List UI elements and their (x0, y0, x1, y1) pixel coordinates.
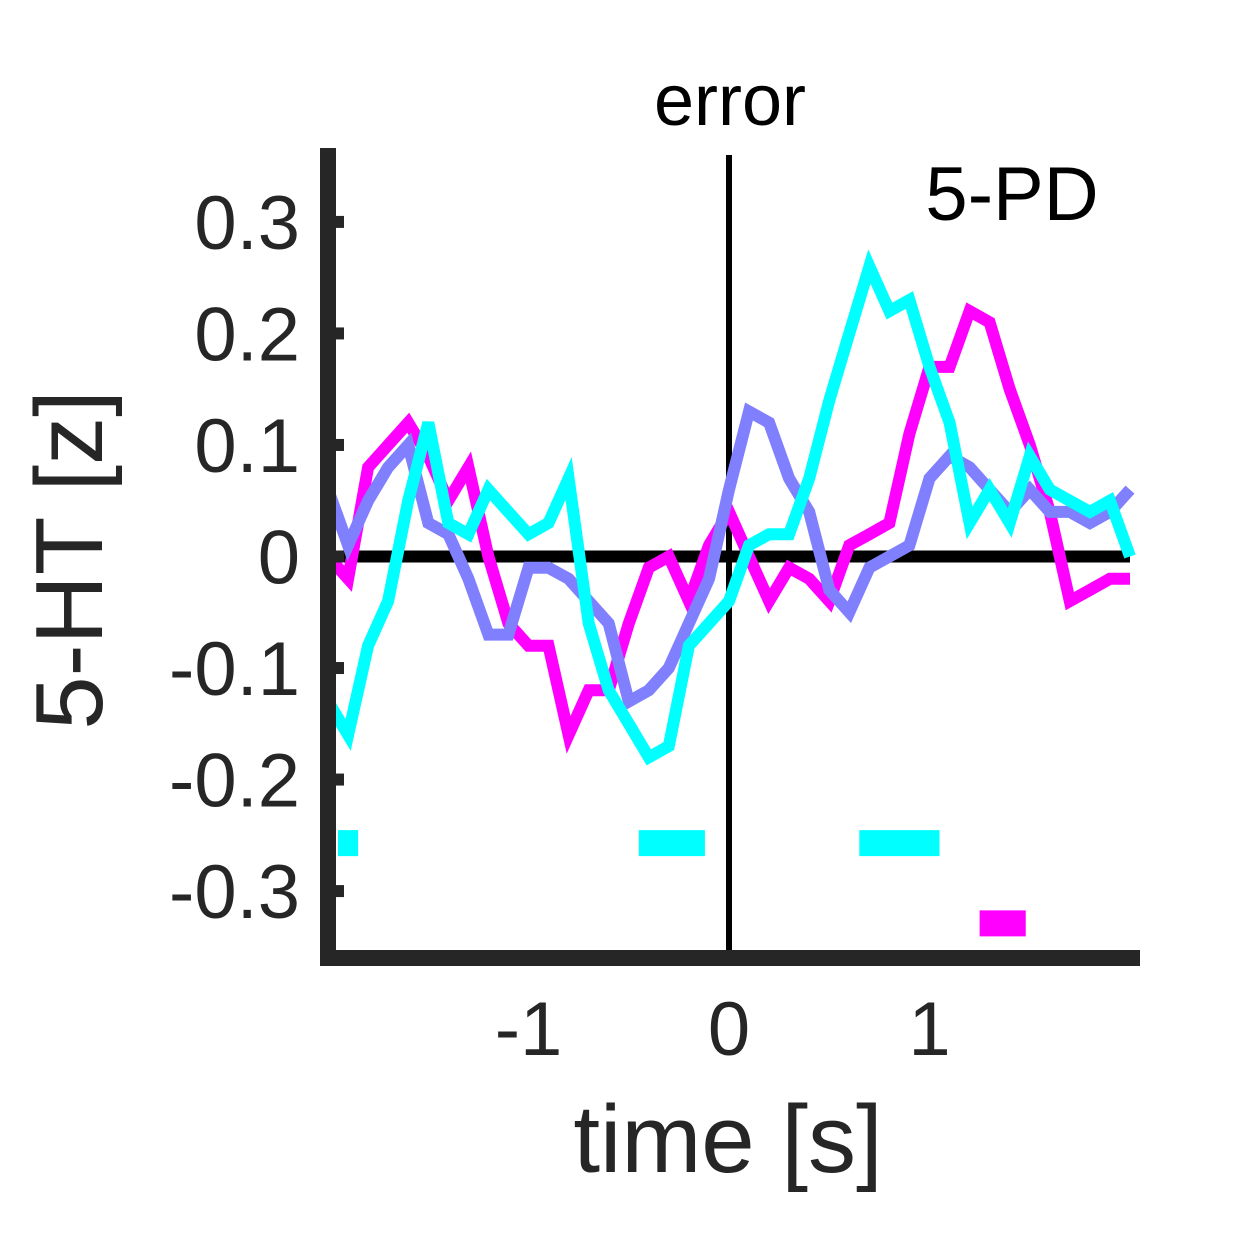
x-axis-label: time [s] (573, 1086, 882, 1193)
y-tick-label: 0 (258, 516, 300, 601)
axes (320, 148, 1140, 966)
reference-lines (328, 155, 1130, 958)
significance-bars (338, 830, 1026, 937)
x-tick-labels: -1 0 1 (495, 987, 951, 1072)
y-tick-label: -0.2 (169, 739, 300, 824)
y-tick-label: 0.3 (194, 181, 300, 266)
y-tick-label: -0.1 (169, 627, 300, 712)
series-line (322, 249, 1136, 766)
y-axis-label: 5-HT [z] (16, 390, 123, 730)
x-tick-label: 1 (908, 987, 950, 1072)
chart-title: error (654, 61, 806, 141)
y-tick-label: 0.2 (194, 292, 300, 377)
y-tick-labels: 0.3 0.2 0.1 0 -0.1 -0.2 -0.3 (169, 181, 300, 935)
data-series (322, 249, 1136, 766)
panel-annotation: 5-PD (925, 152, 1098, 237)
x-tick-label: -1 (495, 987, 563, 1072)
x-tick-label: 0 (708, 987, 750, 1072)
y-tick-label: -0.3 (169, 850, 300, 935)
y-tick-label: 0.1 (194, 404, 300, 489)
